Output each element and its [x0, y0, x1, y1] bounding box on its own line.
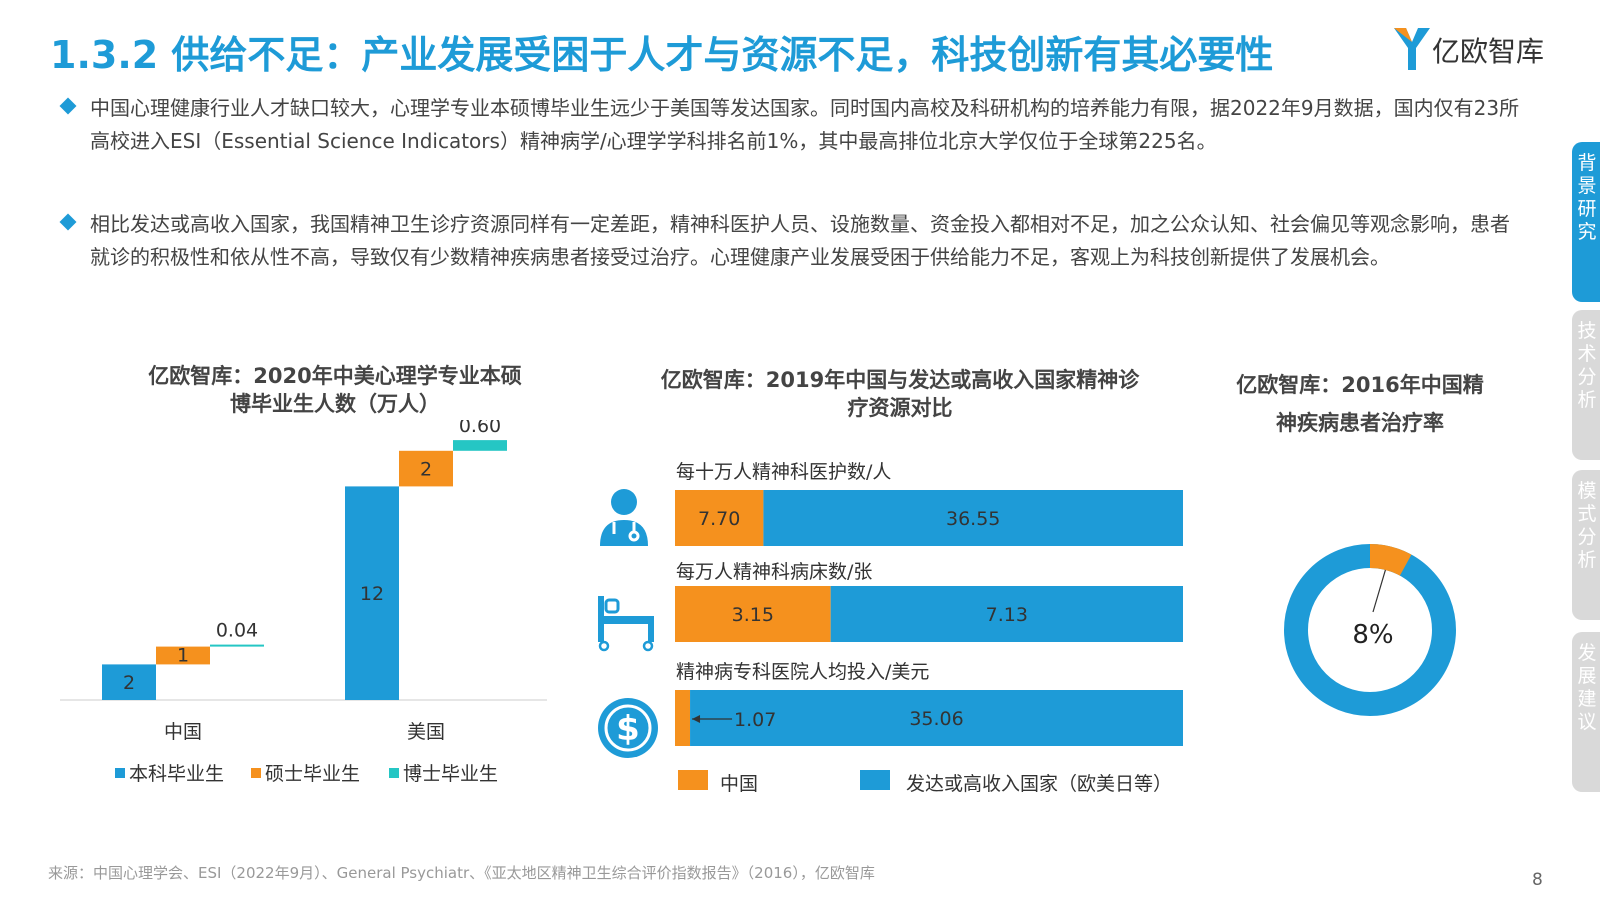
doctor-icon [600, 489, 648, 546]
bullet-diamond-icon [59, 213, 77, 231]
chart2-value-china-0: 7.70 [698, 508, 740, 530]
chart1-legend-label-0: 本科毕业生 [129, 763, 224, 785]
page-title: 1.3.2 供给不足：产业发展受困于人才与资源不足，科技创新有其必要性 [50, 33, 1274, 77]
page-number: 8 [1532, 870, 1543, 890]
hospital-bed-icon [598, 596, 654, 652]
bullet-text: 中国心理健康行业人才缺口较大，心理学专业本硕博毕业生远少于美国等发达国家。同时国… [90, 96, 1520, 153]
donut-leader-line [1372, 569, 1386, 613]
chart2-legend-label-china: 中国 [720, 773, 758, 795]
bullet-diamond-icon [59, 97, 77, 115]
chart2-resources: 每十万人精神科医护数/人 7.70 36.55 每万人精神科病床数/张 3.15 7.13… [598, 461, 1183, 795]
donut-slice-treated [1284, 544, 1456, 716]
chart2-callout-arrow [692, 715, 701, 723]
bullet-text: 相比发达或高收入国家，我国精神卫生诊疗资源同样有一定差距，精神科医护人员、设施数… [90, 212, 1510, 269]
chart1-legend-swatch-1 [251, 768, 261, 778]
logo: 亿欧智库 [1392, 22, 1572, 74]
logo-text: 亿欧智库 [1432, 35, 1545, 68]
chart1-value-label-1-0: 12 [360, 583, 384, 605]
chart2-value-developed-1: 7.13 [986, 604, 1028, 626]
logo-mark-icon [1394, 28, 1430, 70]
source-footer: 来源：中国心理学会、ESI（2022年9月）、General Psychiatr… [48, 864, 875, 882]
bullet-talent: 中国心理健康行业人才缺口较大，心理学专业本硕博毕业生远少于美国等发达国家。同时国… [59, 92, 1522, 158]
svg-text:$: $ [616, 709, 640, 749]
chart2-bar-developed-2 [690, 690, 1183, 746]
chart1-bar-0-0 [102, 664, 156, 700]
chart2-legend-swatch-china [678, 770, 708, 790]
chart1-bar-1-0 [345, 486, 399, 700]
chart1-legend-swatch-2 [389, 768, 399, 778]
chart1-value-label-1-1: 2 [420, 459, 432, 481]
chart1-title: 亿欧智库：2020年中美心理学专业本硕博毕业生人数（万人） [140, 362, 530, 418]
chart3-title: 亿欧智库：2016年中国精神疾病患者治疗率 [1230, 366, 1490, 442]
chart3-treatment-rate: 8% [1284, 544, 1456, 716]
chart1-legend-label-1: 硕士毕业生 [265, 763, 360, 785]
chart2-legend-label-developed: 发达或高收入国家（欧美日等） [906, 773, 1172, 795]
chart1-bar-0-2 [210, 644, 264, 647]
chart1-category-label: 美国 [407, 721, 445, 743]
bullet-resources: 相比发达或高收入国家，我国精神卫生诊疗资源同样有一定差距，精神科医护人员、设施数… [59, 208, 1522, 274]
chart2-title-text: 亿欧智库：2019年中国与发达或高收入国家精神诊疗资源对比 [660, 368, 1140, 420]
chart1-value-label-1-2: 0.60 [459, 420, 501, 437]
chart1-value-label-0-0: 2 [123, 672, 135, 694]
chart1-bar-1-2 [453, 440, 507, 451]
dollar-coin-icon: $ [598, 698, 658, 758]
chart1-value-label-0-1: 1 [177, 644, 189, 666]
side-tab-advice[interactable]: 发展建议 [1572, 632, 1600, 792]
chart2-bar-developed-0 [763, 490, 1183, 546]
side-tab-background[interactable]: 背景研究 [1572, 142, 1600, 302]
chart2-title: 亿欧智库：2019年中国与发达或高收入国家精神诊疗资源对比 [660, 366, 1140, 422]
chart2-bar-china-0 [675, 490, 764, 546]
side-tab-tech[interactable]: 技术分析 [1572, 310, 1600, 460]
chart2-legend-swatch-developed [860, 770, 890, 790]
chart3-title-text: 亿欧智库：2016年中国精神疾病患者治疗率 [1236, 373, 1484, 435]
chart2-value-china-2: 1.07 [734, 709, 776, 731]
chart2-value-developed-2: 35.06 [909, 708, 963, 730]
chart1-value-label-0-2: 0.04 [216, 620, 258, 642]
chart2-bar-china-2 [675, 690, 691, 746]
chart2-category-label-2: 精神病专科医院人均投入/美元 [676, 661, 929, 683]
chart1-legend-label-2: 博士毕业生 [403, 763, 498, 785]
chart2-value-china-1: 3.15 [732, 604, 774, 626]
side-tab-model[interactable]: 模式分析 [1572, 470, 1600, 620]
chart1-bar-0-1 [156, 646, 210, 665]
chart2-category-label-0: 每十万人精神科医护数/人 [676, 461, 891, 483]
chart2-value-developed-0: 36.55 [946, 508, 1000, 530]
donut-center-label: 8% [1352, 620, 1393, 650]
chart2-category-label-1: 每万人精神科病床数/张 [676, 561, 872, 583]
chart2-bar-china-1 [675, 586, 831, 642]
chart2-bar-developed-1 [830, 586, 1183, 642]
chart1-bar-1-1 [399, 450, 453, 487]
chart1-legend-swatch-0 [115, 768, 125, 778]
chart1-category-label: 中国 [164, 721, 202, 743]
chart1-title-text: 亿欧智库：2020年中美心理学专业本硕博毕业生人数（万人） [148, 364, 522, 416]
